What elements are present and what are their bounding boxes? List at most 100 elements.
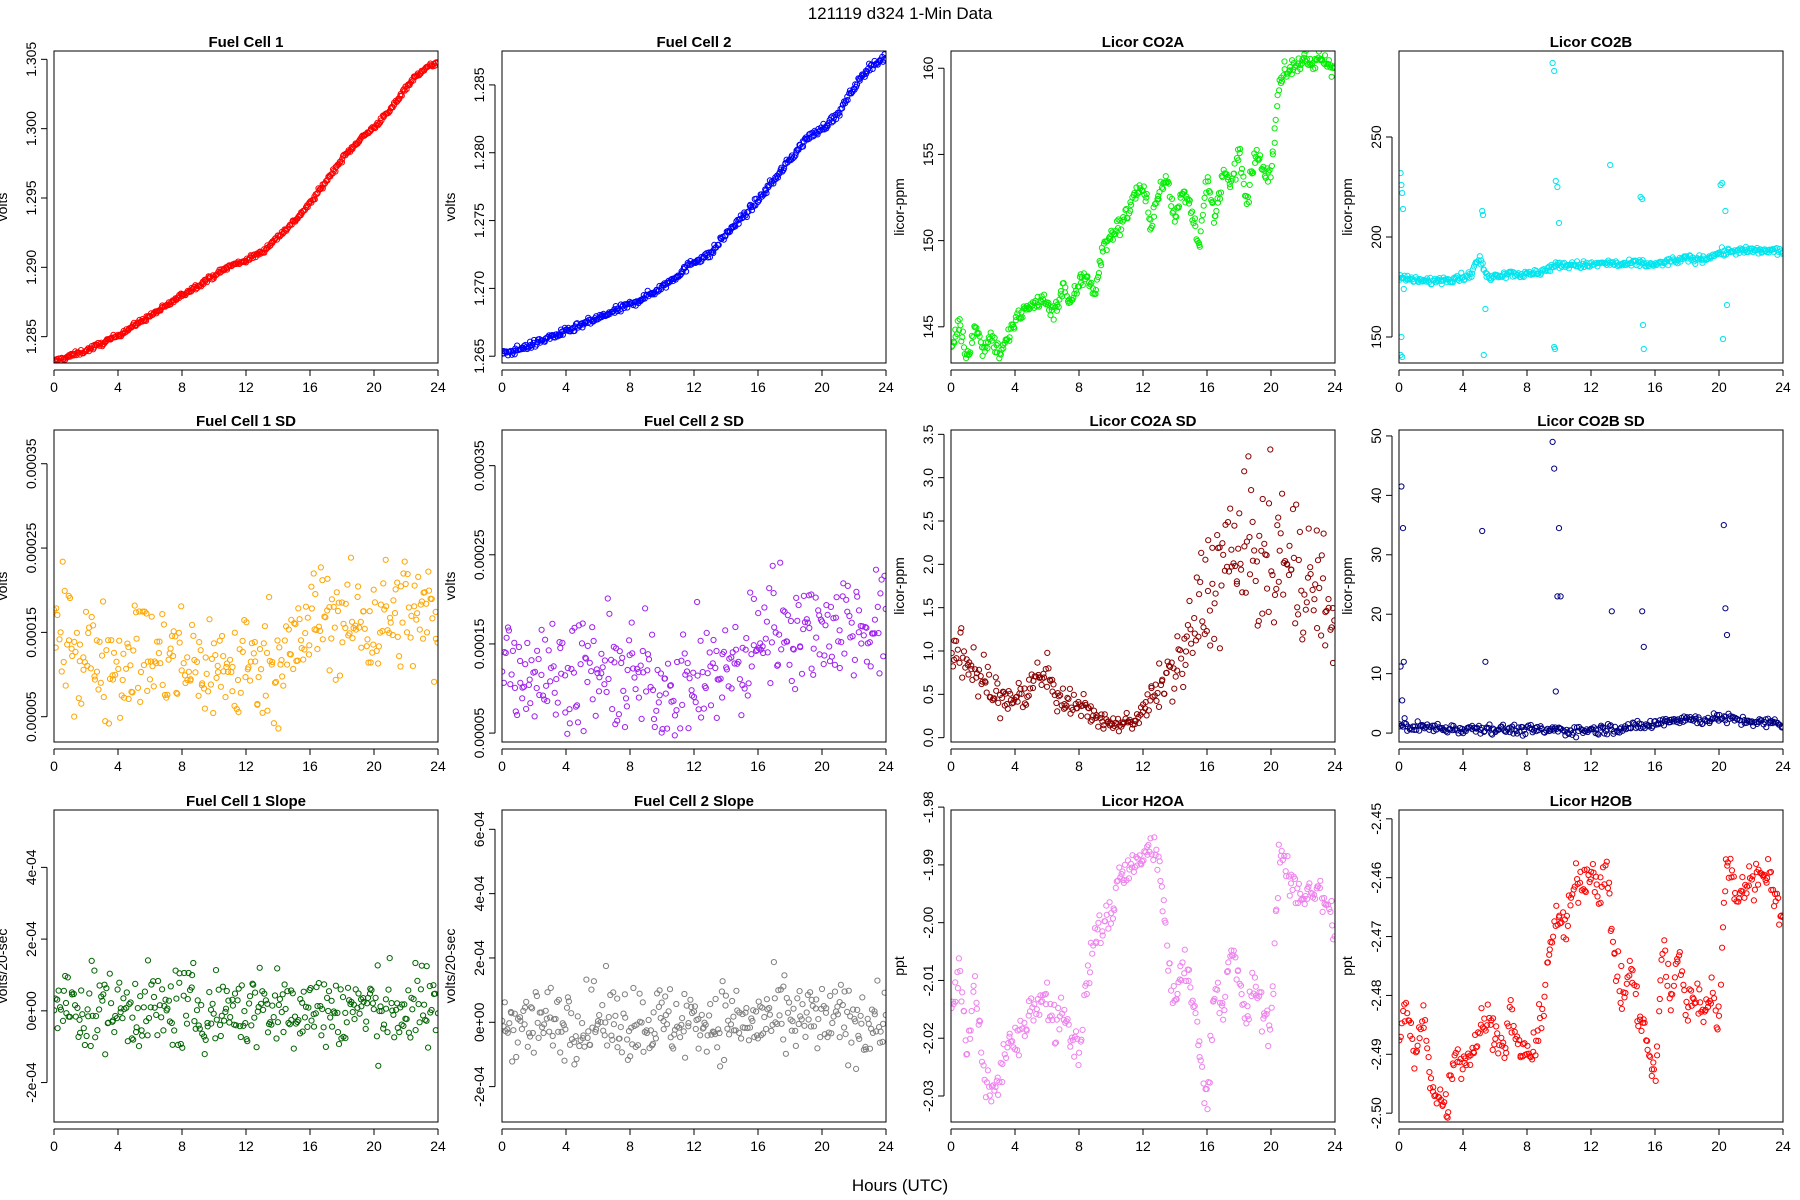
- data-point: [1077, 271, 1084, 278]
- data-point: [792, 1027, 799, 1034]
- y-tick-label: 4e-04: [471, 876, 487, 912]
- data-point: [707, 702, 715, 709]
- data-point: [571, 1061, 578, 1068]
- data-point: [543, 682, 550, 689]
- y-tick-label: 20: [1368, 606, 1384, 622]
- data-point: [1621, 994, 1628, 1001]
- data-point: [975, 1021, 982, 1028]
- data-point: [534, 1019, 541, 1026]
- data-point: [1228, 546, 1235, 553]
- y-tick-label: 1.0: [920, 641, 936, 661]
- data-point: [523, 998, 530, 1006]
- data-point: [1164, 942, 1171, 949]
- data-point: [977, 673, 984, 680]
- y-tick-label: 200: [1368, 225, 1384, 249]
- data-point: [602, 1019, 609, 1026]
- data-point: [1066, 685, 1074, 693]
- data-point: [419, 635, 427, 642]
- y-tick-label: 1.290: [23, 250, 39, 285]
- data-point: [330, 603, 337, 610]
- data-point: [156, 638, 163, 645]
- data-point: [375, 643, 382, 650]
- data-point: [1297, 62, 1304, 69]
- data-point: [1204, 587, 1212, 595]
- data-point: [789, 645, 797, 652]
- data-point: [1238, 991, 1245, 998]
- data-point: [967, 349, 974, 356]
- data-point: [1321, 894, 1328, 902]
- data-point: [1580, 258, 1587, 265]
- data-point: [216, 1021, 224, 1029]
- data-point: [1639, 257, 1646, 264]
- data-point: [1668, 716, 1675, 723]
- x-tick-label: 24: [878, 379, 894, 395]
- data-point: [1692, 713, 1699, 720]
- data-point: [547, 984, 554, 992]
- data-point: [380, 1025, 387, 1032]
- outlier-point: [1399, 353, 1406, 361]
- data-point: [1186, 597, 1193, 605]
- data-point: [1133, 853, 1140, 861]
- data-point: [504, 1026, 511, 1033]
- data-point: [707, 1001, 714, 1008]
- data-point: [374, 962, 381, 969]
- data-point: [1479, 260, 1486, 267]
- data-point: [364, 636, 371, 643]
- data-point: [1659, 716, 1667, 723]
- data-point: [396, 1029, 403, 1036]
- data-point: [307, 985, 314, 992]
- data-point: [1109, 915, 1117, 922]
- data-point: [1322, 642, 1329, 649]
- data-point: [1021, 1019, 1028, 1026]
- data-point: [848, 1039, 855, 1046]
- data-point: [1086, 969, 1094, 976]
- data-point: [1426, 1069, 1433, 1076]
- data-point: [108, 637, 115, 644]
- data-point: [790, 646, 797, 653]
- data-point: [954, 985, 962, 992]
- data-point: [1145, 841, 1152, 849]
- data-point: [732, 646, 740, 653]
- data-point: [278, 1009, 285, 1016]
- data-point: [343, 1019, 350, 1026]
- data-point: [1635, 1023, 1642, 1030]
- data-point: [1021, 700, 1029, 707]
- data-point: [795, 1020, 802, 1028]
- data-point: [632, 686, 639, 693]
- data-point: [1249, 969, 1256, 976]
- data-point: [728, 685, 735, 692]
- data-point: [1297, 65, 1304, 73]
- data-point: [60, 987, 68, 994]
- data-point: [1493, 1023, 1500, 1030]
- data-point: [579, 1020, 586, 1027]
- x-tick-label: 24: [430, 379, 446, 395]
- x-tick-label: 20: [814, 1138, 830, 1154]
- data-point: [183, 1012, 190, 1019]
- data-point: [629, 650, 636, 657]
- data-point: [1054, 708, 1061, 715]
- data-point: [875, 630, 882, 637]
- data-point: [143, 610, 150, 617]
- data-point: [215, 986, 222, 993]
- data-point: [1006, 337, 1013, 344]
- data-point: [528, 657, 535, 664]
- data-point: [504, 352, 512, 359]
- data-point: [1051, 1001, 1058, 1008]
- y-tick-label: -1.98: [920, 791, 936, 823]
- data-point: [1707, 1000, 1715, 1007]
- data-point: [271, 679, 279, 686]
- data-point: [287, 651, 294, 658]
- data-point: [369, 1000, 376, 1007]
- data-point: [251, 639, 258, 646]
- data-point: [193, 1007, 201, 1014]
- data-point: [1039, 998, 1046, 1005]
- data-point: [557, 1049, 564, 1056]
- data-point: [1275, 841, 1282, 848]
- x-axis: 0 4 8 12 16 20 24: [50, 748, 446, 774]
- data-point: [114, 986, 121, 993]
- data-point: [1291, 875, 1299, 883]
- data-point: [1765, 856, 1772, 863]
- data-point: [1118, 871, 1125, 878]
- data-point: [1500, 1039, 1507, 1046]
